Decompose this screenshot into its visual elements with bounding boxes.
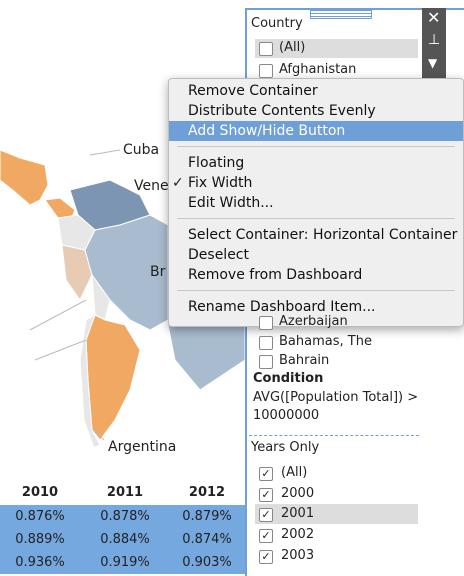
table-cell: 0.878% bbox=[100, 509, 150, 524]
condition-text: AVG([Population Total]) > bbox=[253, 390, 419, 405]
column-header: 2012 bbox=[188, 485, 226, 500]
context-menu: Remove Container Distribute Contents Even… bbox=[168, 78, 464, 327]
checkbox[interactable]: ✓ bbox=[259, 508, 273, 523]
filter-item[interactable]: Bahamas, The bbox=[279, 334, 372, 349]
row-highlight bbox=[255, 39, 418, 58]
filter-item[interactable]: 2003 bbox=[281, 547, 315, 563]
checkbox[interactable]: ✓ bbox=[259, 529, 273, 544]
table-cell: 0.876% bbox=[15, 509, 65, 524]
menu-item[interactable]: Edit Width... bbox=[188, 195, 274, 211]
filter-item[interactable]: 2000 bbox=[281, 485, 315, 501]
connector bbox=[34, 339, 87, 361]
map-region bbox=[85, 314, 141, 441]
filter-title: Country bbox=[251, 16, 303, 31]
filter-item[interactable]: 2001 bbox=[281, 506, 315, 522]
map-label: Cuba bbox=[123, 142, 160, 158]
condition-title: Condition bbox=[253, 371, 324, 386]
checkbox[interactable] bbox=[259, 355, 273, 369]
connector bbox=[89, 149, 121, 156]
table: 2010 2011 2012 0.876% 0.878% 0.879% 0.889% 0.88… bbox=[0, 478, 245, 574]
connector bbox=[29, 299, 87, 331]
checkbox[interactable] bbox=[259, 316, 273, 330]
map-label: Vene bbox=[134, 178, 169, 194]
checkbox[interactable]: ✓ bbox=[259, 549, 273, 564]
menu-item[interactable]: Remove Container bbox=[188, 83, 318, 99]
map-region bbox=[84, 214, 169, 331]
checkbox[interactable] bbox=[259, 42, 273, 56]
table-cell: 0.919% bbox=[100, 555, 150, 570]
map-label: Argentina bbox=[108, 439, 177, 455]
menu-item[interactable]: Deselect bbox=[188, 247, 249, 263]
pin-icon[interactable]: ⊥ bbox=[428, 32, 441, 48]
table-cell: 0.889% bbox=[15, 532, 65, 547]
menu-separator bbox=[177, 290, 455, 291]
menu-item[interactable]: Remove from Dashboard bbox=[188, 267, 363, 283]
checkbox[interactable]: ✓ bbox=[259, 487, 273, 502]
menu-item[interactable]: Distribute Contents Evenly bbox=[188, 103, 376, 119]
map-region bbox=[167, 324, 245, 391]
row-highlight bbox=[255, 504, 418, 525]
map-region bbox=[0, 149, 49, 206]
filter-item[interactable]: (All) bbox=[279, 40, 306, 55]
filter-title: Years Only bbox=[251, 440, 320, 455]
filter-item[interactable]: 2002 bbox=[281, 527, 315, 543]
map-region bbox=[79, 313, 101, 449]
menu-item[interactable]: Add Show/Hide Button bbox=[169, 121, 463, 141]
drag-handle[interactable] bbox=[310, 9, 372, 19]
checkbox[interactable] bbox=[259, 64, 273, 78]
menu-separator bbox=[177, 146, 455, 147]
menu-item[interactable]: Fix Width bbox=[188, 175, 253, 191]
map-label: Br bbox=[150, 264, 166, 280]
map-region bbox=[61, 244, 93, 301]
close-icon[interactable]: ✕ bbox=[427, 8, 441, 27]
dropdown-icon[interactable]: ▼ bbox=[428, 56, 438, 70]
filter-item[interactable]: Afghanistan bbox=[279, 62, 357, 77]
filter-item[interactable]: Azerbaijan bbox=[279, 314, 348, 329]
checkbox[interactable]: ✓ bbox=[259, 467, 273, 481]
condition-text: 10000000 bbox=[253, 408, 320, 423]
menu-item[interactable]: Rename Dashboard Item... bbox=[188, 299, 376, 315]
column-header: 2011 bbox=[106, 485, 144, 500]
map bbox=[0, 149, 245, 449]
check-icon: ✓ bbox=[172, 175, 184, 191]
connector bbox=[93, 429, 105, 441]
menu-item[interactable]: Select Container: Horizontal Container bbox=[188, 227, 458, 243]
table-cell: 0.884% bbox=[100, 532, 150, 547]
table-cell: 0.874% bbox=[182, 532, 232, 547]
menu-separator bbox=[177, 218, 455, 219]
checkbox[interactable] bbox=[259, 336, 273, 350]
filter-item[interactable]: Bahrain bbox=[279, 353, 330, 368]
menu-item[interactable]: Floating bbox=[188, 155, 245, 171]
table-body bbox=[0, 505, 245, 574]
column-header: 2010 bbox=[21, 485, 59, 500]
table-cell: 0.936% bbox=[15, 555, 65, 570]
filter-item[interactable]: (All) bbox=[281, 465, 308, 480]
table-cell: 0.903% bbox=[182, 555, 232, 570]
divider bbox=[249, 435, 419, 436]
table-cell: 0.879% bbox=[182, 509, 232, 524]
toolbar bbox=[422, 8, 446, 80]
